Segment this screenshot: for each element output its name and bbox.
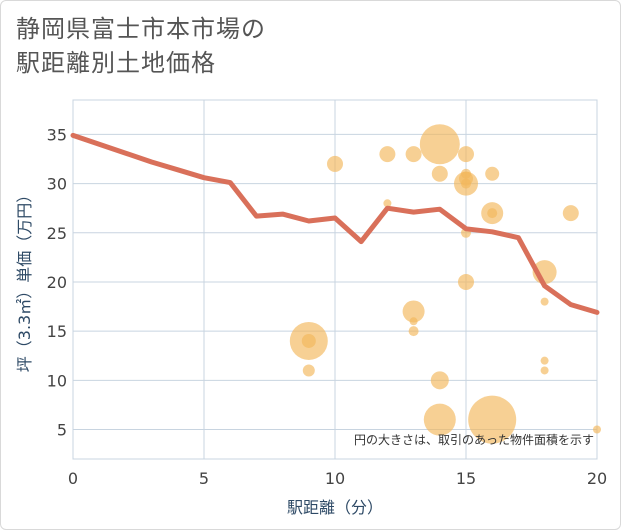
- x-tick-label: 10: [325, 469, 345, 488]
- bubble-point: [409, 317, 418, 326]
- bubble-point: [419, 124, 460, 165]
- bubble-point: [593, 425, 601, 434]
- x-tick-label: 15: [456, 469, 476, 488]
- bubble-point: [468, 395, 517, 444]
- y-tick-label: 30: [47, 175, 67, 194]
- y-axis-label: 坪（3.3㎡）単価（万円）: [15, 187, 34, 372]
- bubble-point: [485, 166, 500, 181]
- y-tick-label: 5: [57, 420, 67, 439]
- bubble-point: [458, 146, 474, 163]
- bubble-point: [423, 403, 456, 436]
- bubble-point: [487, 208, 498, 219]
- bubble-size-note: 円の大きさは、取引のあった物件面積を示す: [354, 432, 594, 447]
- bubble-point: [408, 326, 419, 337]
- bubble-point: [540, 297, 549, 306]
- tick-labels: 0 5 10 15 20 5 10 15 20 25 30 35: [47, 125, 608, 488]
- bubble-point: [562, 205, 579, 222]
- chart-title-line-1: 静岡県富士市本市場の: [16, 15, 266, 43]
- bubble-point: [327, 155, 343, 172]
- bubble-point: [383, 199, 392, 208]
- bubble-point: [431, 165, 448, 182]
- bubble-point: [405, 146, 422, 163]
- bubble-point: [540, 366, 549, 375]
- chart-title-line-2: 駅距離別土地価格: [16, 49, 216, 77]
- y-tick-label: 35: [47, 125, 67, 144]
- x-tick-label: 20: [587, 469, 607, 488]
- bubble-point: [458, 273, 474, 290]
- bubble-point: [461, 178, 471, 189]
- x-tick-label: 0: [68, 469, 78, 488]
- y-tick-label: 20: [47, 273, 67, 292]
- y-tick-label: 25: [47, 224, 67, 243]
- grid-lines: [72, 99, 598, 460]
- x-tick-label: 5: [199, 469, 209, 488]
- bubble-point: [379, 146, 396, 163]
- y-tick-label: 10: [47, 371, 67, 390]
- bubble-point: [430, 371, 449, 390]
- average-price-line: [70, 132, 600, 315]
- y-tick-label: 15: [47, 322, 67, 341]
- bubble-point: [301, 333, 316, 348]
- bubble-point: [302, 364, 315, 377]
- bubble-series: [289, 124, 601, 444]
- chart-title: 静岡県富士市本市場の 駅距離別土地価格: [16, 12, 266, 80]
- bubble-point: [540, 356, 549, 365]
- bubble-point: [402, 300, 425, 323]
- x-axis-label: 駅距離（分）: [287, 498, 383, 517]
